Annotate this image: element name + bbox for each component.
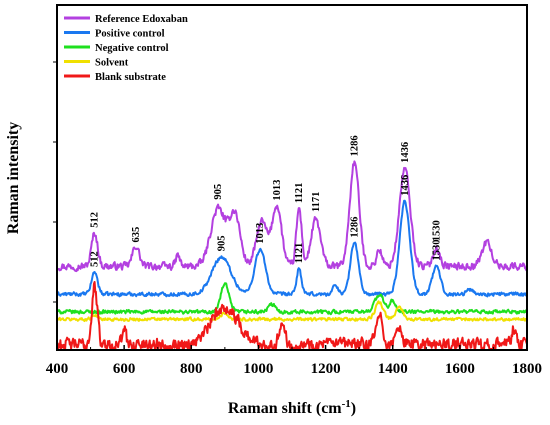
- series-line-positive-control: [56, 199, 528, 298]
- series-line-negative-control: [56, 282, 528, 316]
- x-tick-label: 1000: [243, 361, 273, 377]
- peak-label: 635: [131, 227, 142, 243]
- peak-label: 905: [217, 236, 228, 252]
- series-line-solvent: [56, 300, 528, 323]
- peak-label: 512: [90, 251, 101, 267]
- x-tick-label: 400: [46, 361, 69, 377]
- peak-label: 905: [213, 184, 224, 200]
- peak-label: 1013: [272, 180, 283, 201]
- x-tick-label: 1200: [311, 361, 341, 377]
- peak-label: 1530: [431, 220, 442, 241]
- legend-label: Solvent: [95, 58, 129, 69]
- peak-label: 1286: [349, 217, 360, 238]
- x-tick-label: 1800: [512, 361, 542, 377]
- peak-label: 1121: [294, 183, 305, 203]
- peak-label: 1121: [294, 243, 305, 263]
- legend: Reference Edoxaban Positive control Negati…: [64, 14, 188, 83]
- peak-label: 1013: [255, 223, 266, 244]
- peak-label: 1436: [400, 175, 411, 196]
- x-tick-label: 1600: [445, 361, 475, 377]
- peak-label: 512: [90, 212, 101, 228]
- peak-label: 1530: [431, 240, 442, 261]
- x-tick-label: 600: [113, 361, 136, 377]
- x-axis-label: Raman shift (cm-1): [228, 398, 356, 417]
- legend-label: Blank substrate: [95, 72, 166, 83]
- plot-lines: [56, 160, 528, 350]
- legend-label: Reference Edoxaban: [95, 14, 188, 25]
- x-tick-label: 1400: [378, 361, 408, 377]
- peak-labels: 512 635 905 1013 1121 1171 1286 1436 1530 512 905 1…: [90, 135, 443, 267]
- peak-label: 1171: [311, 192, 322, 212]
- axes: 400 600 800 1000 1200 1400 1600 1800: [46, 61, 542, 377]
- x-tick-label: 800: [180, 361, 203, 377]
- legend-label: Negative control: [95, 43, 169, 54]
- y-axis-label: Raman intensity: [5, 122, 22, 234]
- peak-label: 1436: [400, 142, 411, 163]
- legend-label: Positive control: [95, 29, 165, 40]
- peak-label: 1286: [349, 135, 360, 156]
- series-line-reference-edoxaban: [56, 160, 528, 273]
